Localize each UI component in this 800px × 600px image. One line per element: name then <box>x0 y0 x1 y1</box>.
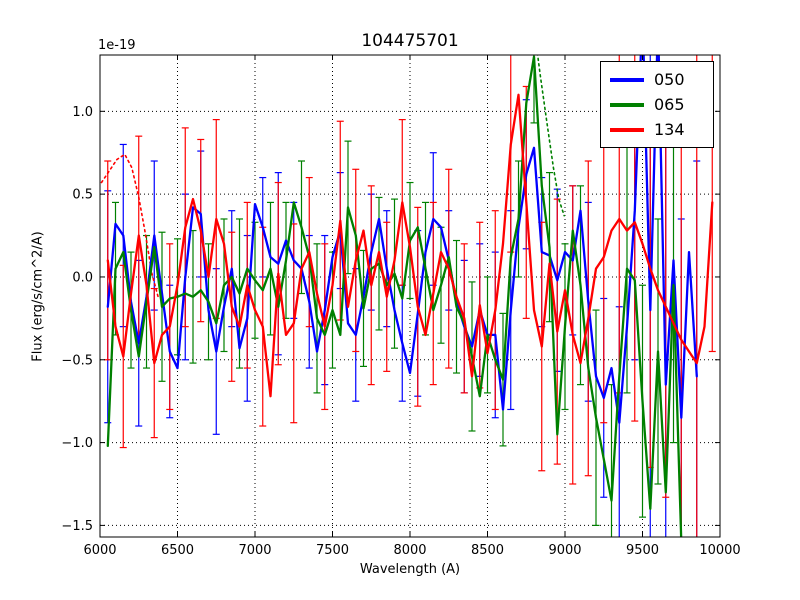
y-tick-label: −0.5 <box>61 353 93 368</box>
plot-area <box>100 55 716 537</box>
tick-marks <box>99 55 721 537</box>
x-tick-label: 7500 <box>316 543 349 558</box>
x-axis-label: Wavelength (A) <box>359 562 461 577</box>
series-line-134 <box>106 93 714 398</box>
x-tick-label: 8000 <box>393 543 426 558</box>
chart-title: 104475701 <box>361 31 459 51</box>
y-offset-text: 1e-19 <box>98 38 136 53</box>
legend-line-swatch <box>610 77 644 82</box>
x-tick-label: 9000 <box>548 543 581 558</box>
series-line-050 <box>106 55 698 424</box>
y-axis-label: Flux (erg/s/cm^2/A) <box>30 231 46 362</box>
x-tick-label: 8500 <box>471 543 504 558</box>
x-tick-label: 6000 <box>83 543 116 558</box>
y-tick-label: 0.0 <box>72 270 93 285</box>
legend-entry-134: 134 <box>610 117 705 142</box>
y-tick-label: −1.5 <box>61 519 93 534</box>
legend-label: 065 <box>654 94 685 114</box>
legend-line-swatch <box>610 102 644 107</box>
x-tick-label: 7000 <box>238 543 271 558</box>
x-tick-label: 10000 <box>699 543 740 558</box>
legend-line-swatch <box>610 127 644 132</box>
tick-labels: 6000 6500 7000 7500 8000 8500 9000 9500 10000 1.0… <box>61 105 740 558</box>
y-tick-label: 1.0 <box>72 105 93 120</box>
legend-entry-050: 050 <box>610 67 705 92</box>
legend-entry-065: 065 <box>610 92 705 117</box>
x-tick-label: 6500 <box>161 543 194 558</box>
y-tick-label: 0.5 <box>72 188 93 203</box>
series-dotted-065-dotted <box>536 55 566 217</box>
legend: 050 065 134 <box>600 61 714 148</box>
series-dotted-134-dotted <box>100 153 159 298</box>
x-tick-label: 9500 <box>626 543 659 558</box>
series-line-065 <box>106 55 683 537</box>
legend-label: 050 <box>654 69 685 89</box>
legend-label: 134 <box>654 119 685 139</box>
y-tick-label: −1.0 <box>61 436 93 451</box>
